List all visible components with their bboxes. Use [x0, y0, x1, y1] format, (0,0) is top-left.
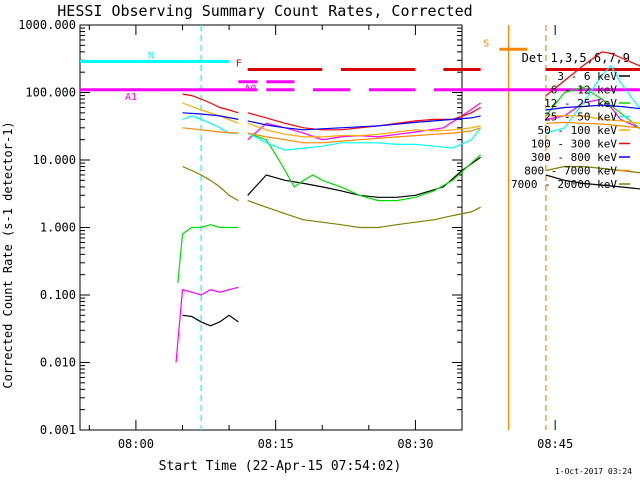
- series-line: [545, 115, 640, 125]
- x-tick-label: 08:30: [397, 437, 433, 451]
- series-line: [545, 174, 640, 190]
- legend-label: 50 - 100 keV: [538, 124, 618, 137]
- series-line: [247, 132, 482, 202]
- y-tick-label: 0.010: [40, 356, 76, 370]
- footer-timestamp: 1-Oct-2017 03:24: [555, 467, 632, 476]
- series-line: [545, 86, 640, 130]
- series-line: [545, 165, 640, 174]
- series-3: [177, 86, 640, 284]
- y-tick-label: 10.000: [33, 153, 76, 167]
- legend-label: 3 - 6 keV: [557, 70, 617, 83]
- series-line: [182, 314, 239, 327]
- series-9: [182, 165, 640, 229]
- series-line: [545, 104, 640, 111]
- flag-label: S: [483, 38, 489, 49]
- legend-label: 7000 - 20000 keV: [511, 178, 617, 191]
- series-line: [182, 112, 239, 120]
- series-line: [182, 93, 239, 114]
- legend-label: 6 - 12 keV: [551, 84, 618, 97]
- series-line: [545, 51, 640, 97]
- x-tick-label: 08:15: [258, 437, 294, 451]
- y-tick-label: 0.100: [40, 288, 76, 302]
- x-tick-label: 08:00: [118, 437, 154, 451]
- legend-label: 100 - 300 keV: [531, 138, 617, 151]
- y-tick-label: 0.001: [40, 423, 76, 437]
- series-line: [182, 102, 239, 124]
- series-line: [247, 200, 481, 229]
- legend-label: 300 - 800 keV: [531, 151, 617, 164]
- chart-title: HESSI Observing Summary Count Rates, Cor…: [57, 2, 472, 20]
- y-tick-label: 100.000: [25, 86, 76, 100]
- flag-label: F: [236, 59, 242, 70]
- series-line: [182, 127, 239, 134]
- y-axis-label: Corrected Count Rate (s-1 detector-1): [1, 121, 15, 388]
- flag-label: A1: [125, 92, 137, 103]
- series-5: [182, 102, 640, 138]
- flag-label: N: [148, 50, 154, 61]
- plot-layer: 1000.000 100.000 10.000 1.000 0.100 0.010 0.00…: [18, 18, 640, 451]
- series-7: [182, 104, 640, 131]
- series-8: [182, 121, 640, 144]
- series-line: [182, 165, 239, 202]
- y-tick-label: 1.000: [40, 221, 76, 235]
- y-tick-label: 1000.000: [18, 18, 76, 32]
- legend-label: 25 - 50 keV: [544, 111, 617, 124]
- x-axis-label: Start Time (22-Apr-15 07:54:02): [159, 459, 402, 474]
- series-line: [545, 121, 640, 129]
- series-line: [247, 127, 481, 144]
- series-line: [247, 127, 482, 151]
- series-line: [247, 122, 481, 138]
- series-line: [175, 286, 239, 363]
- series-1: [182, 156, 640, 327]
- plot-frame: [79, 24, 463, 431]
- series-line: [247, 156, 481, 198]
- series-line: [247, 115, 481, 131]
- legend-title: Det 1,3,5,6,7,9: [522, 51, 630, 65]
- legend-label: 800 - 7000 keV: [524, 165, 617, 178]
- legend-label: 12 - 25 keV: [544, 97, 617, 110]
- x-tick-label: 08:45: [537, 437, 573, 451]
- series-line: [545, 64, 640, 134]
- series-line: [177, 224, 239, 284]
